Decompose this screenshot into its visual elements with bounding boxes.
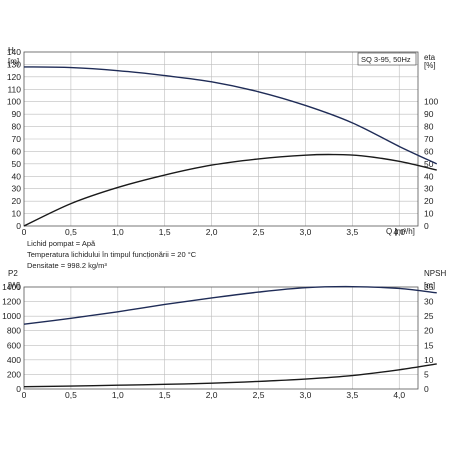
top-right-tick-label: 40 <box>424 171 434 181</box>
top-right-axis-label-2: [%] <box>424 61 436 70</box>
bottom-left-tick-label: 1200 <box>2 297 21 307</box>
bottom-right-tick-label: 20 <box>424 326 434 336</box>
bottom-left-tick-labels: 0 200 400 600 800 1000 1200 1400 <box>2 282 21 394</box>
top-left-tick-label: 70 <box>12 134 22 144</box>
top-left-tick-label: 0 <box>16 221 21 231</box>
bottom-grid <box>24 287 418 389</box>
top-x-tick-label: 3,0 <box>300 227 312 237</box>
top-left-tick-label: 90 <box>12 109 22 119</box>
top-right-tick-label: 70 <box>424 134 434 144</box>
top-x-tick-label: 0,5 <box>65 227 77 237</box>
top-right-tick-label: 100 <box>424 97 438 107</box>
bottom-right-tick-label: 35 <box>424 282 434 292</box>
bottom-right-tick-label: 5 <box>424 369 429 379</box>
bottom-left-tick-label: 600 <box>7 340 21 350</box>
chart-title: SQ 3-95, 50Hz <box>361 55 411 64</box>
top-left-tick-label: 50 <box>12 159 22 169</box>
bottom-left-tick-label: 400 <box>7 355 21 365</box>
note-temperature: Temperatura lichidului în timpul funcțio… <box>27 250 197 259</box>
bottom-x-tick-label: 4,0 <box>393 390 405 400</box>
top-left-tick-label: 30 <box>12 184 22 194</box>
top-left-tick-label: 130 <box>7 59 21 69</box>
bottom-x-tick-label: 3,5 <box>346 390 358 400</box>
bottom-left-axis-label-1: P2 <box>8 269 18 278</box>
top-left-tick-label: 20 <box>12 196 22 206</box>
top-right-tick-label: 80 <box>424 122 434 132</box>
top-series <box>23 66 438 227</box>
bottom-right-tick-label: 10 <box>424 355 434 365</box>
top-left-tick-label: 120 <box>7 72 21 82</box>
bottom-x-tick-label: 2,5 <box>253 390 265 400</box>
top-right-tick-label: 50 <box>424 159 434 169</box>
top-left-tick-label: 10 <box>12 209 22 219</box>
bottom-x-tick-label: 1,0 <box>112 390 124 400</box>
top-x-tick-label: 4,0 <box>393 227 405 237</box>
bottom-right-tick-label: 0 <box>424 384 429 394</box>
top-left-tick-label: 140 <box>7 47 21 57</box>
bottom-plot-frame <box>23 286 419 390</box>
top-right-axis-label-1: eta <box>424 53 436 62</box>
top-x-tick-labels: 0 0,5 1,0 1,5 2,0 2,5 3,0 3,5 4,0 <box>22 227 406 237</box>
top-x-tick-label: 3,5 <box>346 227 358 237</box>
bottom-x-tick-label: 0,5 <box>65 390 77 400</box>
top-plot-frame <box>23 51 419 227</box>
top-left-tick-label: 60 <box>12 146 22 156</box>
top-x-tick-label: 1,5 <box>159 227 171 237</box>
top-chart: H [m] eta [%] SQ 3-95, 50Hz 010203040506… <box>7 46 439 270</box>
bottom-x-tick-label: 0 <box>22 390 27 400</box>
bottom-series <box>23 285 437 388</box>
top-right-tick-label: 10 <box>424 209 434 219</box>
bottom-p2-curve <box>23 285 437 325</box>
bottom-left-tick-label: 1400 <box>2 282 21 292</box>
bottom-right-tick-labels: 0 5 10 15 20 25 30 35 <box>424 282 434 394</box>
top-x-tick-label: 2,0 <box>206 227 218 237</box>
bottom-right-tick-label: 15 <box>424 340 434 350</box>
top-right-tick-label: 60 <box>424 146 434 156</box>
note-density: Densitate = 998.2 kg/m³ <box>27 261 107 270</box>
bottom-right-axis-label-1: NPSH <box>424 269 446 278</box>
chart-title-box <box>357 52 417 66</box>
top-left-tick-label: 110 <box>7 84 21 94</box>
bottom-chart: P2 [W] NPSH [m] 020040060080010001200140… <box>2 269 446 400</box>
note-fluid: Lichid pompat = Apă <box>27 239 96 248</box>
top-right-tick-label: 30 <box>424 184 434 194</box>
bottom-left-tick-label: 0 <box>16 384 21 394</box>
bottom-left-axis-label-2: [W] <box>8 281 20 290</box>
top-right-tick-label: 0 <box>424 221 429 231</box>
bottom-left-tick-label: 1000 <box>2 311 21 321</box>
top-right-tick-labels: 0 10 20 30 40 50 60 70 80 90 100 <box>424 97 438 231</box>
bottom-x-tick-label: 2,0 <box>206 390 218 400</box>
top-eta-curve <box>23 153 437 227</box>
top-left-axis-label-2: [m] <box>8 57 19 66</box>
bottom-x-tick-label: 1,5 <box>159 390 171 400</box>
top-right-tick-label: 20 <box>424 196 434 206</box>
bottom-left-tick-label: 800 <box>7 326 21 336</box>
top-x-tick-label: 1,0 <box>112 227 124 237</box>
bottom-right-tick-label: 25 <box>424 311 434 321</box>
top-x-tick-label: 0 <box>22 227 27 237</box>
top-left-tick-label: 40 <box>12 171 22 181</box>
top-right-tick-label: 90 <box>424 109 434 119</box>
top-left-tick-labels: 0 10 20 30 40 50 60 70 80 90 100 110 120 130 140 <box>7 47 21 231</box>
top-left-axis-label-1: H <box>8 46 14 55</box>
bottom-x-tick-labels: 0 0,5 1,0 1,5 2,0 2,5 3,0 3,5 4,0 <box>22 390 406 400</box>
top-grid <box>24 52 418 226</box>
top-x-tick-label: 2,5 <box>253 227 265 237</box>
bottom-npsh-curve <box>23 363 437 388</box>
top-h-curve <box>23 66 438 165</box>
top-left-tick-label: 100 <box>7 97 21 107</box>
bottom-x-tick-label: 3,0 <box>300 390 312 400</box>
top-left-tick-label: 80 <box>12 122 22 132</box>
bottom-right-axis-label-2: [m] <box>424 281 435 290</box>
bottom-left-tick-label: 200 <box>7 369 21 379</box>
top-x-axis-label: Q [m³/h] <box>386 227 415 236</box>
bottom-right-tick-label: 30 <box>424 297 434 307</box>
